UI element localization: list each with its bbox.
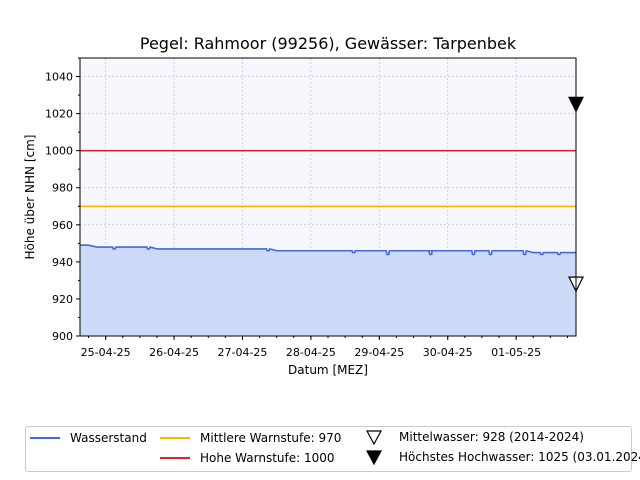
legend-item-mittelwasser: Mittelwasser: 928 (2014-2024) bbox=[359, 429, 584, 445]
x-tick-label: 01-05-25 bbox=[491, 346, 541, 359]
y-axis-label: Höhe über NHN [cm] bbox=[23, 135, 37, 260]
y-tick-label: 1000 bbox=[45, 145, 73, 158]
legend: Wasserstand Mittlere Warnstufe: 970 Mitt… bbox=[25, 426, 640, 472]
y-tick-label: 940 bbox=[52, 256, 73, 269]
legend-swatch-mittlere-warnstufe bbox=[160, 437, 190, 439]
legend-swatch-wasserstand bbox=[30, 437, 60, 439]
chart-title: Pegel: Rahmoor (99256), Gewässer: Tarpen… bbox=[140, 34, 517, 53]
water-level-fill bbox=[80, 245, 576, 336]
water-level-area bbox=[80, 245, 576, 336]
legend-label: Hohe Warnstufe: 1000 bbox=[200, 451, 335, 465]
x-axis-label: Datum [MEZ] bbox=[288, 363, 368, 377]
water-level-line bbox=[80, 244, 576, 256]
y-tick-label: 1040 bbox=[45, 71, 73, 84]
y-tick-label: 1020 bbox=[45, 108, 73, 121]
x-tick-label: 26-04-25 bbox=[149, 346, 199, 359]
y-tick-label: 960 bbox=[52, 219, 73, 232]
x-tick-label: 27-04-25 bbox=[218, 346, 268, 359]
x-tick-label: 29-04-25 bbox=[354, 346, 404, 359]
triangle-down-open-icon bbox=[365, 430, 383, 445]
y-tick-label: 900 bbox=[52, 330, 73, 343]
x-axis: 25-04-25 26-04-25 27-04-25 28-04-25 29-04-25… bbox=[81, 336, 568, 359]
legend-item-hoechstes-hochwasser: Höchstes Hochwasser: 1025 (03.01.2024) bbox=[359, 449, 640, 465]
legend-item-wasserstand: Wasserstand bbox=[30, 431, 147, 445]
y-tick-label: 980 bbox=[52, 182, 73, 195]
x-tick-label: 25-04-25 bbox=[81, 346, 131, 359]
y-tick-label: 920 bbox=[52, 293, 73, 306]
legend-label: Mittelwasser: 928 (2014-2024) bbox=[399, 430, 584, 444]
water-level-series bbox=[80, 244, 576, 256]
legend-label: Höchstes Hochwasser: 1025 (03.01.2024) bbox=[399, 450, 640, 464]
y-axis: 900 920 940 960 980 1000 1020 1040 bbox=[45, 57, 80, 343]
triangle-down-filled-icon bbox=[365, 450, 383, 465]
legend-swatch-hohe-warnstufe bbox=[160, 457, 190, 459]
legend-label: Mittlere Warnstufe: 970 bbox=[200, 431, 342, 445]
threshold-lines bbox=[80, 149, 576, 208]
x-tick-label: 28-04-25 bbox=[286, 346, 336, 359]
legend-label: Wasserstand bbox=[70, 431, 147, 445]
x-tick-label: 30-04-25 bbox=[423, 346, 473, 359]
legend-item-mittlere-warnstufe: Mittlere Warnstufe: 970 bbox=[160, 431, 341, 445]
chart: Pegel: Rahmoor (99256), Gewässer: Tarpen… bbox=[23, 34, 584, 377]
legend-item-hohe-warnstufe: Hohe Warnstufe: 1000 bbox=[160, 451, 335, 465]
